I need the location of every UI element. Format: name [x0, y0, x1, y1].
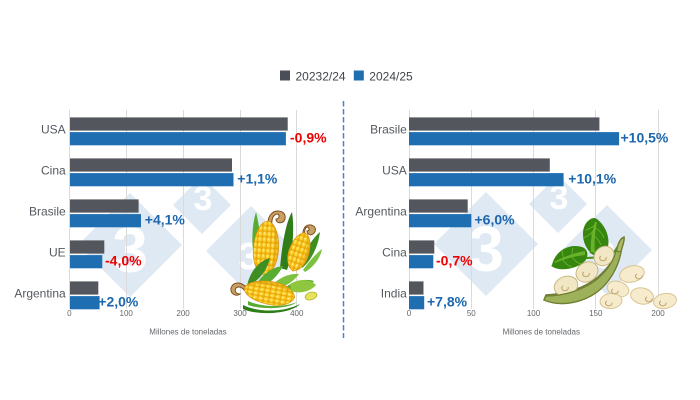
svg-text:0: 0 — [407, 309, 412, 318]
svg-text:USA: USA — [41, 123, 66, 137]
svg-text:USA: USA — [382, 164, 407, 178]
svg-text:Cina: Cina — [382, 246, 407, 260]
svg-text:-0,9%: -0,9% — [290, 130, 327, 146]
svg-text:Millones de toneladas: Millones de toneladas — [149, 327, 226, 336]
svg-text:200: 200 — [176, 309, 190, 318]
svg-text:Argentina: Argentina — [14, 287, 66, 301]
svg-text:3: 3 — [194, 180, 213, 218]
svg-text:2024/25: 2024/25 — [369, 69, 413, 83]
svg-text:Millones de toneladas: Millones de toneladas — [503, 327, 580, 336]
svg-text:0: 0 — [67, 309, 72, 318]
svg-text:Cina: Cina — [41, 164, 66, 178]
svg-text:50: 50 — [467, 309, 476, 318]
svg-text:-4,0%: -4,0% — [105, 253, 142, 269]
svg-text:100: 100 — [120, 309, 134, 318]
svg-text:+2,0%: +2,0% — [98, 294, 139, 310]
svg-text:20232/24: 20232/24 — [296, 69, 346, 83]
svg-text:+7,8%: +7,8% — [427, 294, 468, 310]
svg-text:Argentina: Argentina — [355, 205, 407, 219]
svg-text:India: India — [381, 287, 407, 301]
svg-text:+6,0%: +6,0% — [475, 212, 516, 228]
svg-text:3: 3 — [550, 179, 569, 217]
svg-text:150: 150 — [589, 309, 603, 318]
svg-text:100: 100 — [527, 309, 541, 318]
svg-text:400: 400 — [290, 309, 304, 318]
svg-text:+10,5%: +10,5% — [621, 130, 669, 146]
svg-text:3: 3 — [468, 213, 504, 285]
svg-text:+1,1%: +1,1% — [237, 171, 278, 187]
svg-text:Brasile: Brasile — [370, 123, 407, 137]
svg-text:+10,1%: +10,1% — [568, 171, 616, 187]
svg-text:200: 200 — [651, 309, 665, 318]
svg-text:300: 300 — [233, 309, 247, 318]
svg-text:Brasile: Brasile — [29, 205, 66, 219]
svg-text:+4,1%: +4,1% — [145, 212, 186, 228]
svg-text:-0,7%: -0,7% — [436, 253, 473, 269]
svg-text:UE: UE — [49, 246, 66, 260]
